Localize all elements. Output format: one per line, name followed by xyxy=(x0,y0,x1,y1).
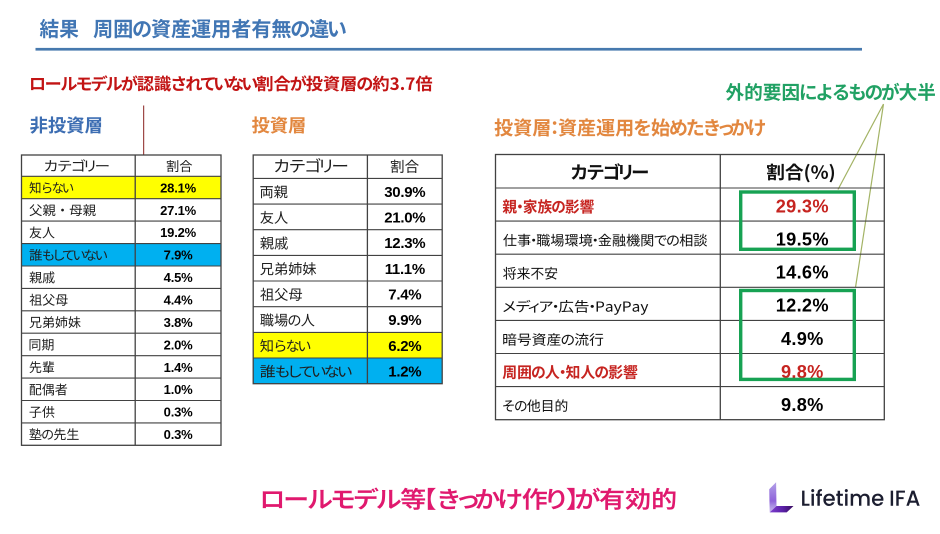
svg-text:14.6%: 14.6% xyxy=(776,263,829,283)
svg-text:19.2%: 19.2% xyxy=(160,225,197,240)
svg-text:4.4%: 4.4% xyxy=(164,293,193,308)
svg-text:9.8%: 9.8% xyxy=(781,362,824,382)
svg-text:28.1%: 28.1% xyxy=(160,180,197,195)
svg-text:6.2%: 6.2% xyxy=(388,338,421,355)
svg-text:2.0%: 2.0% xyxy=(164,337,193,352)
svg-text:9.8%: 9.8% xyxy=(781,395,824,415)
svg-text:29.3%: 29.3% xyxy=(776,196,829,216)
svg-text:1.4%: 1.4% xyxy=(164,360,193,375)
svg-text:4.5%: 4.5% xyxy=(164,270,193,285)
svg-text:9.9%: 9.9% xyxy=(388,312,421,329)
svg-text:1.0%: 1.0% xyxy=(164,382,193,397)
svg-text:30.9%: 30.9% xyxy=(384,184,425,201)
svg-text:4.9%: 4.9% xyxy=(781,329,824,349)
svg-text:0.3%: 0.3% xyxy=(164,427,193,442)
svg-text:21.0%: 21.0% xyxy=(384,210,425,227)
svg-text:11.1%: 11.1% xyxy=(385,261,425,278)
svg-text:19.5%: 19.5% xyxy=(776,230,829,250)
svg-text:7.9%: 7.9% xyxy=(164,248,193,263)
svg-text:12.2%: 12.2% xyxy=(776,296,829,316)
svg-text:1.2%: 1.2% xyxy=(388,363,421,380)
svg-text:3.8%: 3.8% xyxy=(164,315,193,330)
svg-text:12.3%: 12.3% xyxy=(384,235,425,252)
svg-text:27.1%: 27.1% xyxy=(160,203,197,218)
svg-text:7.4%: 7.4% xyxy=(388,286,421,303)
svg-text:0.3%: 0.3% xyxy=(164,405,193,420)
